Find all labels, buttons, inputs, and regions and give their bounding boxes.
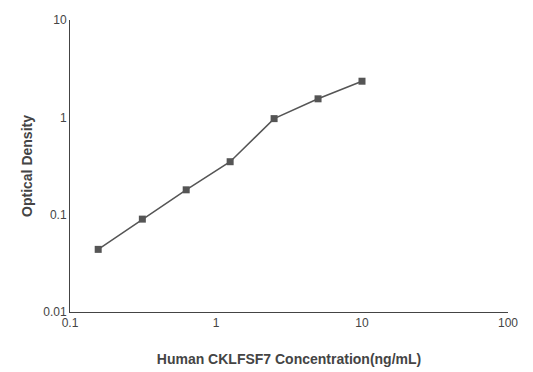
svg-text:0.1: 0.1 xyxy=(62,316,79,330)
svg-text:0.01: 0.01 xyxy=(43,305,67,319)
svg-text:10: 10 xyxy=(53,13,67,27)
svg-text:Human CKLFSF7 Concentration(ng: Human CKLFSF7 Concentration(ng/mL) xyxy=(157,351,421,367)
svg-text:10: 10 xyxy=(355,316,369,330)
svg-text:0.1: 0.1 xyxy=(50,208,67,222)
svg-text:1: 1 xyxy=(213,316,220,330)
svg-text:100: 100 xyxy=(498,316,518,330)
svg-text:Optical Density: Optical Density xyxy=(19,115,35,217)
svg-text:1: 1 xyxy=(60,111,67,125)
